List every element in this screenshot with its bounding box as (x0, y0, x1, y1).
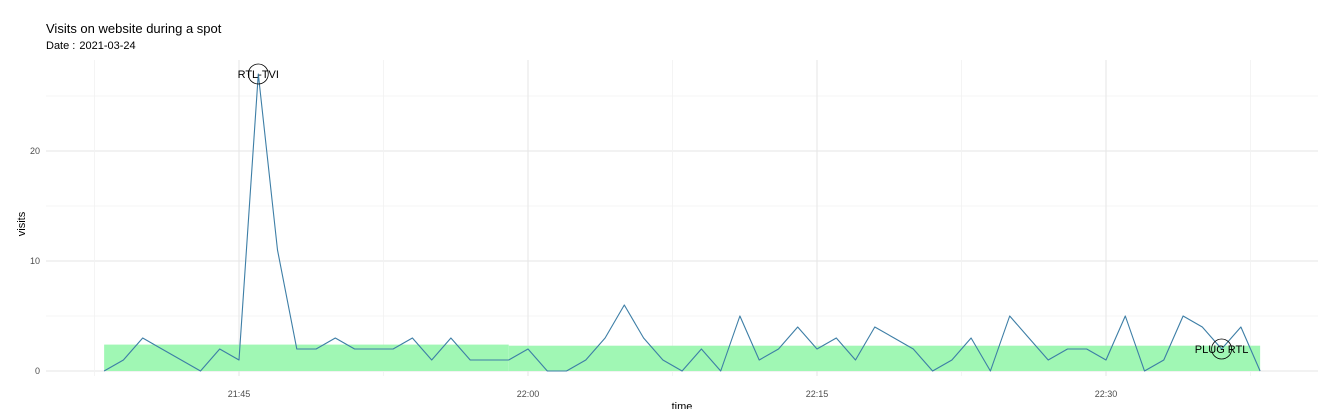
x-tick-label: 22:00 (517, 389, 540, 399)
spot-band (508, 345, 1261, 371)
chart-subtitle: Date :2021-03-24 (46, 40, 140, 52)
y-tick-label: 10 (30, 256, 40, 266)
visits-line (103, 73, 1261, 372)
subtitle-label: Date : (46, 40, 76, 52)
x-tick-label: 22:30 (1095, 389, 1118, 399)
x-axis-title: time (672, 401, 693, 409)
annotations: RTL-TVI PLUG RTL (238, 63, 1249, 360)
grid (46, 60, 1318, 376)
x-tick-label: 21:45 (228, 389, 251, 399)
subtitle-date: 2021-03-24 (79, 40, 136, 52)
y-tick-label: 0 (35, 366, 40, 376)
y-tick-label: 20 (30, 146, 40, 156)
annotation-label: RTL-TVI (238, 69, 279, 81)
x-tick-label: 22:15 (806, 389, 829, 399)
axes: 21:45 22:00 22:15 22:30 0 10 20 time visits (16, 146, 1117, 409)
annotation-marker (247, 63, 269, 85)
chart-title: Visits on website during a spot (46, 21, 222, 36)
annotation-label: PLUG RTL (1195, 344, 1249, 356)
annotation-marker (1211, 338, 1232, 360)
bands (104, 344, 1261, 371)
y-axis-title: visits (16, 211, 28, 236)
series (103, 73, 1261, 372)
